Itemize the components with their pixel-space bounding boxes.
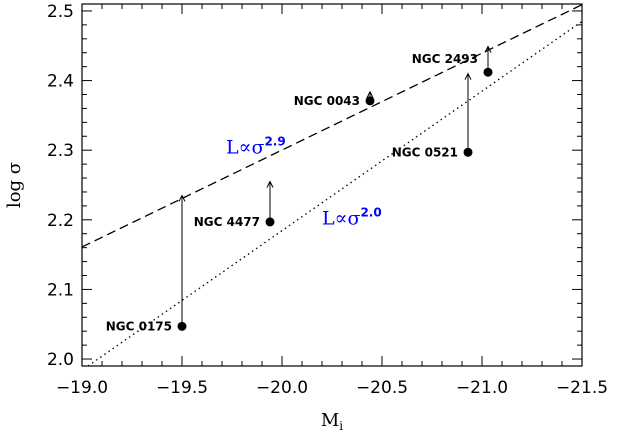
point-label: NGC 2493 (412, 52, 478, 66)
data-point (463, 147, 473, 157)
dotted-fit-line (87, 20, 583, 367)
x-tick-label: −21.5 (556, 378, 608, 398)
x-tick-label: −19.5 (156, 378, 208, 398)
point-label: NGC 4477 (194, 215, 260, 229)
x-tick-label: −20.0 (256, 378, 308, 398)
y-tick-label: 2.2 (47, 211, 74, 231)
x-tick-label: −19.0 (56, 378, 108, 398)
point-label: NGC 0175 (106, 319, 172, 333)
data-point (177, 321, 187, 331)
x-axis-title: Mi (321, 410, 343, 433)
arrow-head (266, 180, 274, 188)
y-tick-label: 2.1 (47, 280, 74, 300)
data-point (365, 96, 375, 106)
arrow-head (366, 90, 374, 98)
x-tick-label: −21.0 (456, 378, 508, 398)
arrow-head (484, 45, 492, 53)
point-label: NGC 0043 (294, 94, 360, 108)
x-tick-label: −20.5 (356, 378, 408, 398)
dashed-fit-line (81, 4, 583, 248)
y-tick-label: 2.5 (47, 2, 74, 22)
relation-annotation: L∝σ2.9 (226, 135, 286, 159)
y-tick-label: 2.0 (47, 350, 74, 370)
data-point (265, 217, 275, 227)
relation-annotation: L∝σ2.0 (322, 206, 382, 230)
arrow-head (464, 72, 472, 80)
point-label: NGC 0521 (392, 145, 458, 159)
y-axis-title: log σ (4, 162, 25, 208)
arrow-head (178, 194, 186, 202)
data-point (483, 67, 493, 77)
y-tick-label: 2.4 (47, 72, 74, 92)
plot-frame (81, 3, 583, 367)
y-tick-label: 2.3 (47, 141, 74, 161)
